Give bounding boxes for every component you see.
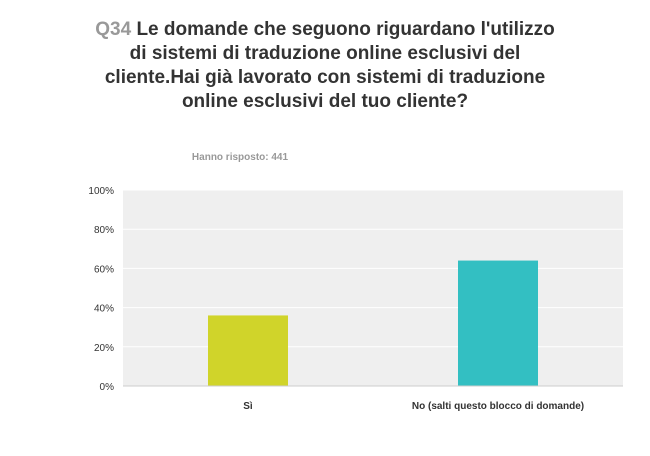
- chart-title: Q34 Le domande che seguono riguardano l'…: [95, 18, 555, 114]
- bars: [208, 260, 538, 386]
- y-tick-label: 40%: [94, 304, 114, 315]
- y-tick-label: 80%: [94, 225, 114, 236]
- question-text: Le domande che seguono riguardano l'util…: [104, 19, 555, 112]
- question-number: Q34: [95, 19, 132, 40]
- x-tick-label: No (salti questo blocco di domande): [411, 401, 585, 412]
- y-tick-label: 100%: [88, 186, 114, 197]
- bar: [458, 260, 538, 386]
- bar: [208, 315, 288, 386]
- gridlines: [123, 189, 623, 348]
- y-tick-label: 60%: [94, 264, 114, 275]
- x-tick-label: Sì: [243, 401, 253, 412]
- plot-area: [123, 190, 623, 386]
- y-tick-label: 0%: [100, 382, 115, 393]
- y-tick-label: 20%: [94, 343, 114, 354]
- y-axis: 0% 20% 40% 60% 80% 100%: [88, 186, 114, 393]
- responses-count: Hanno risposto: 441: [191, 152, 289, 163]
